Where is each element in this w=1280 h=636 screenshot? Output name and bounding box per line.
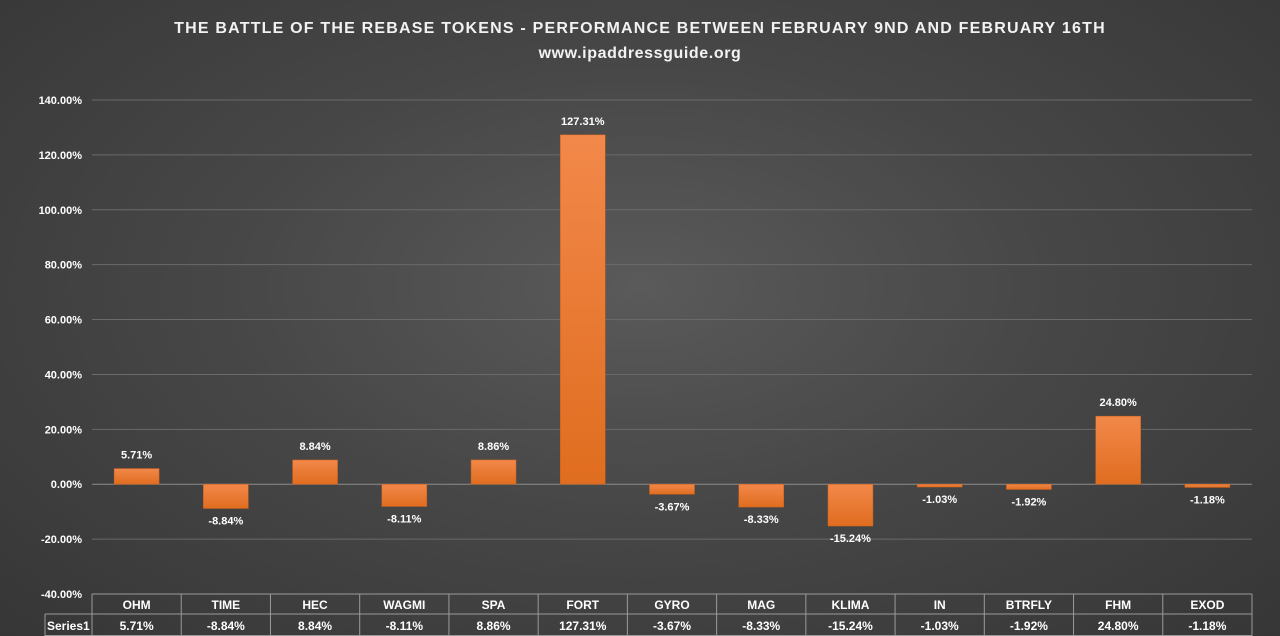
category-label-ohm: OHM xyxy=(123,598,151,612)
table-series-label: Series1 xyxy=(47,619,90,633)
table-value-gyro: -3.67% xyxy=(653,619,691,633)
y-axis-tick-labels: 140.00% 120.00% 100.00% 80.00% 60.00% 40.00% 2… xyxy=(39,95,83,601)
table-value-klima: -15.24% xyxy=(828,619,873,633)
data-label-mag: -8.33% xyxy=(744,514,779,526)
table-value-spa: 8.86% xyxy=(477,619,511,633)
category-label-time: TIME xyxy=(212,598,241,612)
bar-gyro xyxy=(649,483,695,495)
table-value-time: -8.84% xyxy=(207,619,245,633)
data-label-hec: 8.84% xyxy=(299,441,330,453)
table-value-exod: -1.18% xyxy=(1188,619,1226,633)
data-label-klima: -15.24% xyxy=(830,533,871,545)
category-label-in: IN xyxy=(934,598,946,612)
data-label-fort: 127.31% xyxy=(561,116,605,128)
category-label-exod: EXOD xyxy=(1190,598,1224,612)
data-labels: 5.71% -8.84% 8.84% -8.11% 8.86% 127.31% -3.67%… xyxy=(121,116,1225,545)
table-value-in: -1.03% xyxy=(921,619,959,633)
bar-mag xyxy=(738,483,784,508)
table-value-wagmi: -8.11% xyxy=(386,619,424,633)
table-value-fhm: 24.80% xyxy=(1098,619,1139,633)
table-value-ohm: 5.71% xyxy=(120,619,154,633)
category-label-btrfly: BTRFLY xyxy=(1006,598,1052,612)
data-label-gyro: -3.67% xyxy=(655,501,690,513)
table-value-mag: -8.33% xyxy=(742,619,780,633)
chart-subtitle: www.ipaddressguide.org xyxy=(538,45,742,62)
bar-spa xyxy=(470,459,517,485)
table-value-fort: 127.31% xyxy=(559,619,607,633)
data-label-in: -1.03% xyxy=(922,494,957,506)
bars xyxy=(113,134,1231,527)
category-label-klima: KLIMA xyxy=(831,598,869,612)
data-label-ohm: 5.71% xyxy=(121,450,152,462)
bar-btrfly xyxy=(1006,483,1052,490)
y-tick-label: 20.00% xyxy=(45,424,83,436)
y-tick-label: 140.00% xyxy=(39,95,83,107)
bar-fhm xyxy=(1095,415,1141,485)
category-label-fhm: FHM xyxy=(1105,598,1131,612)
y-tick-label: -40.00% xyxy=(41,589,82,601)
bar-time xyxy=(203,483,249,509)
bar-fort xyxy=(560,134,606,485)
table-value-btrfly: -1.92% xyxy=(1010,619,1048,633)
category-label-gyro: GYRO xyxy=(654,598,689,612)
bar-exod xyxy=(1184,483,1231,488)
gridlines xyxy=(92,99,1252,595)
data-label-spa: 8.86% xyxy=(478,441,509,453)
category-label-mag: MAG xyxy=(747,598,775,612)
y-tick-label: 100.00% xyxy=(39,205,83,217)
data-label-fhm: 24.80% xyxy=(1099,397,1137,409)
data-label-exod: -1.18% xyxy=(1190,494,1225,506)
y-tick-label: -20.00% xyxy=(41,534,82,546)
bar-hec xyxy=(292,459,338,485)
data-table: Series1 OHM 5.71% TIME -8.84% HEC 8.84% WAGMI -8… xyxy=(44,593,1253,636)
bar-in xyxy=(916,483,963,488)
category-label-fort: FORT xyxy=(566,598,599,612)
category-label-wagmi: WAGMI xyxy=(383,598,425,612)
bar-ohm xyxy=(113,468,160,485)
y-tick-label: 60.00% xyxy=(45,315,83,327)
data-label-btrfly: -1.92% xyxy=(1011,496,1046,508)
y-tick-label: 0.00% xyxy=(51,479,82,491)
chart-title: THE BATTLE OF THE REBASE TOKENS - PERFOR… xyxy=(174,20,1106,37)
data-label-wagmi: -8.11% xyxy=(387,513,421,525)
y-tick-label: 40.00% xyxy=(45,369,83,381)
table-value-hec: 8.84% xyxy=(298,619,332,633)
category-label-hec: HEC xyxy=(302,598,328,612)
bar-wagmi xyxy=(381,483,428,507)
category-label-spa: SPA xyxy=(482,598,506,612)
bar-klima xyxy=(827,483,874,527)
y-tick-label: 120.00% xyxy=(39,150,83,162)
y-tick-label: 80.00% xyxy=(45,260,83,272)
data-label-time: -8.84% xyxy=(208,515,243,527)
